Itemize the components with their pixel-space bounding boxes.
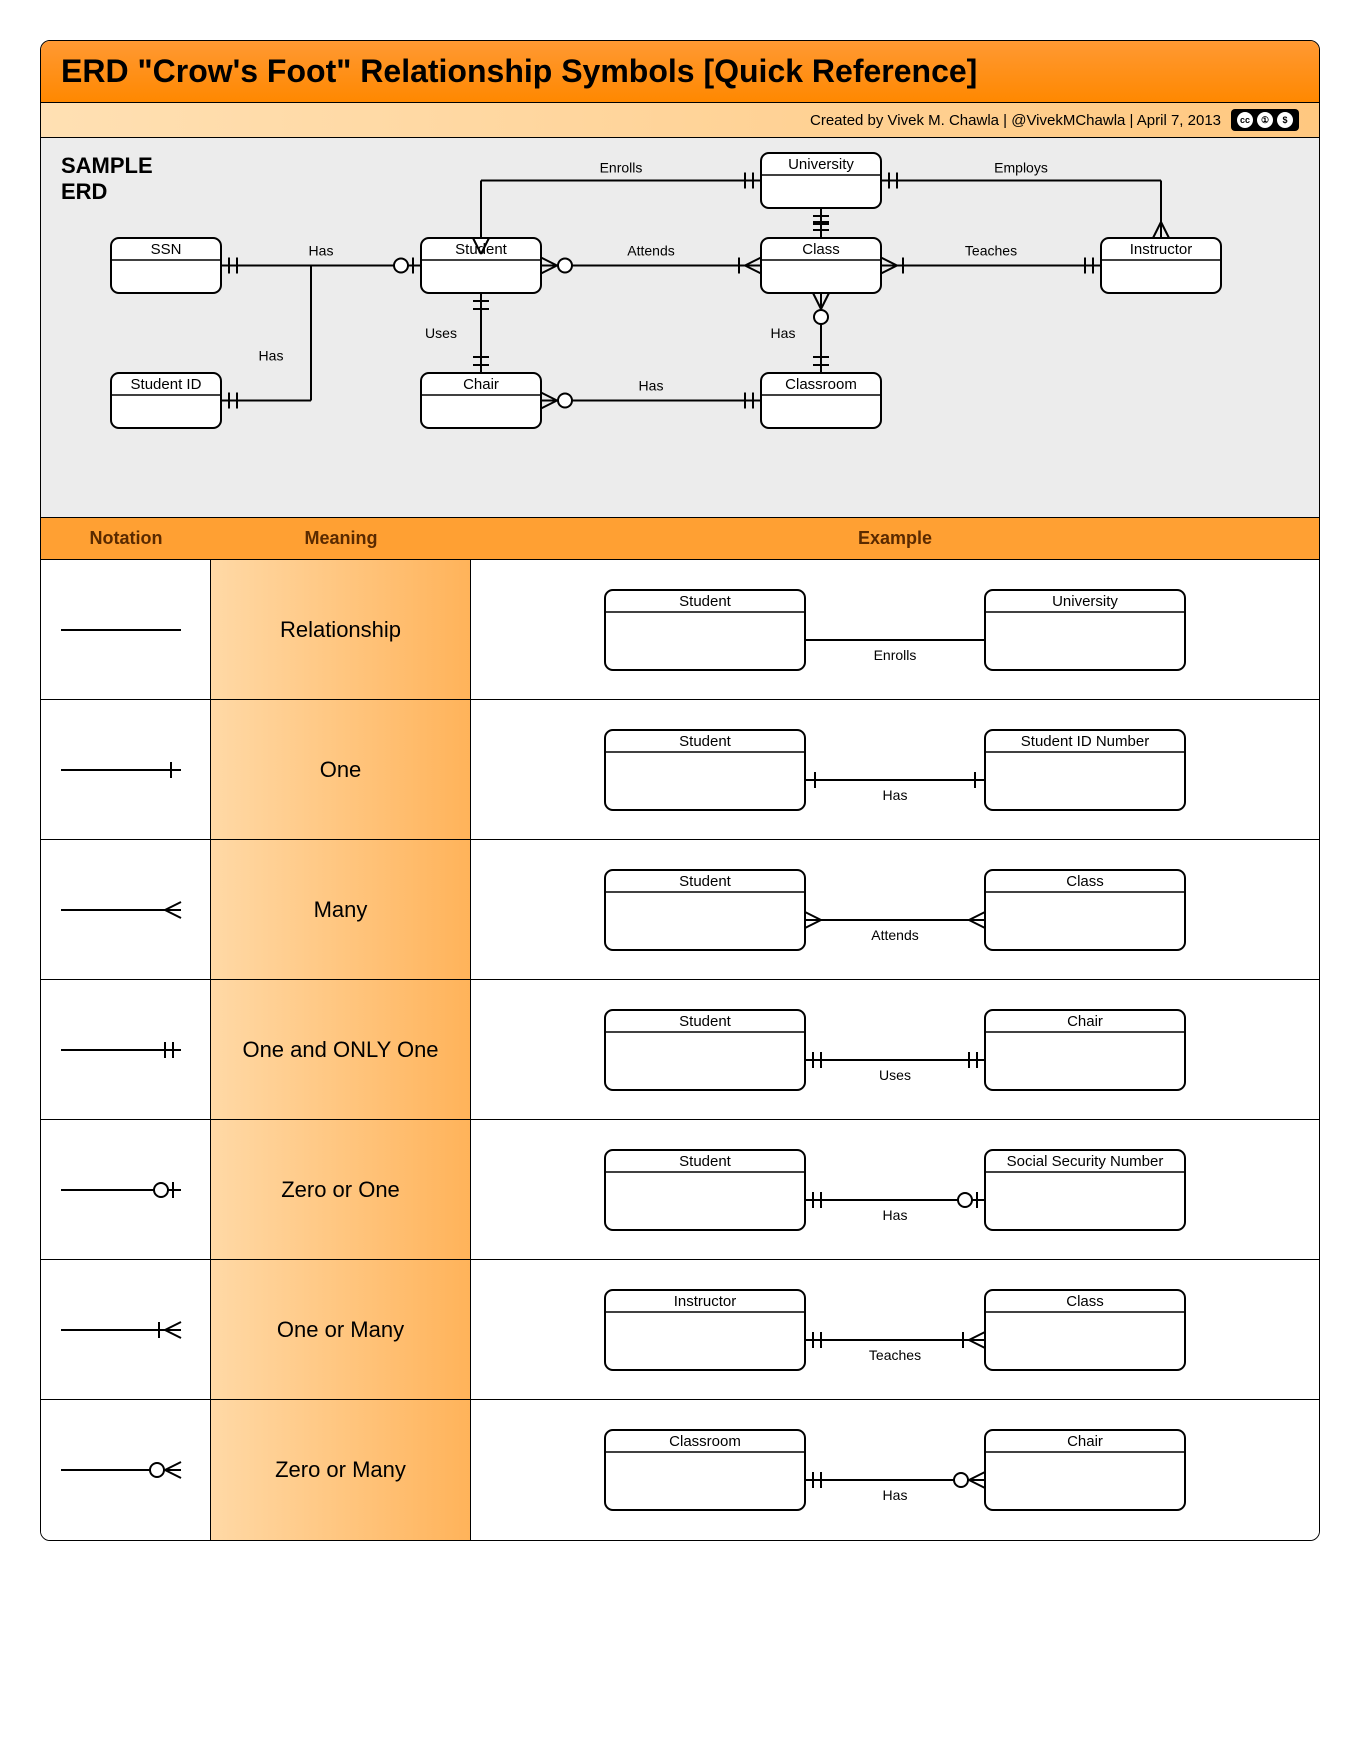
svg-text:Chair: Chair <box>1067 1433 1103 1450</box>
svg-text:Teaches: Teaches <box>965 243 1017 259</box>
svg-text:Student ID: Student ID <box>131 376 202 393</box>
svg-text:Attends: Attends <box>627 243 674 259</box>
svg-text:Classroom: Classroom <box>669 1433 741 1450</box>
table-row: One and ONLY One Student Chair Uses <box>41 980 1319 1120</box>
notation-cell <box>41 560 211 699</box>
svg-text:Student ID Number: Student ID Number <box>1021 733 1149 750</box>
svg-text:Student: Student <box>679 733 732 750</box>
page-title: ERD "Crow's Foot" Relationship Symbols [… <box>41 41 1319 103</box>
meaning-cell: Zero or One <box>211 1120 471 1259</box>
svg-text:Teaches: Teaches <box>869 1347 921 1363</box>
svg-text:Has: Has <box>883 1207 908 1223</box>
table-row: One or Many Instructor Class Teaches <box>41 1260 1319 1400</box>
table-row: Relationship Student University Enrolls <box>41 560 1319 700</box>
cc-license-icon: cc①$ <box>1231 109 1299 131</box>
notation-table: RelationshipStudentUniversityEnrollsOneS… <box>41 560 1319 1540</box>
header-notation: Notation <box>41 518 211 559</box>
sample-erd-panel: SAMPLEERD SSN Student ID Student Chair Unive… <box>41 138 1319 518</box>
svg-text:University: University <box>788 156 854 173</box>
svg-text:Uses: Uses <box>879 1067 911 1083</box>
example-cell: Student Student ID Number Has <box>471 700 1319 839</box>
sample-erd-label: SAMPLEERD <box>61 153 153 206</box>
credit-bar: Created by Vivek M. Chawla | @VivekMChaw… <box>41 103 1319 138</box>
header-example: Example <box>471 518 1319 559</box>
svg-text:Instructor: Instructor <box>674 1293 737 1310</box>
example-cell: Student University Enrolls <box>471 560 1319 699</box>
notation-cell <box>41 980 211 1119</box>
meaning-cell: One and ONLY One <box>211 980 471 1119</box>
meaning-cell: Many <box>211 840 471 979</box>
svg-text:Class: Class <box>802 241 840 258</box>
svg-text:Instructor: Instructor <box>1130 241 1193 258</box>
svg-text:Enrolls: Enrolls <box>874 647 917 663</box>
svg-text:Has: Has <box>771 325 796 341</box>
meaning-cell: One <box>211 700 471 839</box>
svg-text:SSN: SSN <box>151 241 182 258</box>
svg-text:Student: Student <box>679 593 732 610</box>
svg-text:Attends: Attends <box>871 927 918 943</box>
svg-text:Student: Student <box>679 1153 732 1170</box>
svg-text:Uses: Uses <box>425 325 457 341</box>
svg-text:Chair: Chair <box>1067 1013 1103 1030</box>
svg-text:Employs: Employs <box>994 160 1048 176</box>
meaning-cell: Relationship <box>211 560 471 699</box>
table-row: One Student Student ID Number Has <box>41 700 1319 840</box>
example-cell: Student Chair Uses <box>471 980 1319 1119</box>
svg-text:Student: Student <box>679 873 732 890</box>
svg-text:Student: Student <box>455 241 508 258</box>
table-header: Notation Meaning Example <box>41 518 1319 560</box>
sample-erd-svg: SSN Student ID Student Chair University Class… <box>41 138 1319 518</box>
svg-text:Enrolls: Enrolls <box>600 160 643 176</box>
svg-text:Social Security Number: Social Security Number <box>1007 1153 1164 1170</box>
svg-text:Student: Student <box>679 1013 732 1030</box>
svg-text:Chair: Chair <box>463 376 499 393</box>
table-row: Zero or One Student Social Security Number… <box>41 1120 1319 1260</box>
credit-text: Created by Vivek M. Chawla | @VivekMChaw… <box>810 112 1221 129</box>
svg-text:Has: Has <box>639 378 664 394</box>
svg-text:Classroom: Classroom <box>785 376 857 393</box>
svg-text:Has: Has <box>309 243 334 259</box>
svg-text:Has: Has <box>259 348 284 364</box>
svg-text:Has: Has <box>883 787 908 803</box>
notation-cell <box>41 840 211 979</box>
notation-cell <box>41 700 211 839</box>
meaning-cell: Zero or Many <box>211 1400 471 1540</box>
example-cell: Student Social Security Number Has <box>471 1120 1319 1259</box>
notation-cell <box>41 1120 211 1259</box>
svg-text:Class: Class <box>1066 1293 1104 1310</box>
svg-text:University: University <box>1052 593 1118 610</box>
example-cell: Instructor Class Teaches <box>471 1260 1319 1399</box>
example-cell: Classroom Chair Has <box>471 1400 1319 1540</box>
page: ERD "Crow's Foot" Relationship Symbols [… <box>40 40 1320 1541</box>
table-row: Many Student Class Attends <box>41 840 1319 980</box>
notation-cell <box>41 1260 211 1399</box>
notation-cell <box>41 1400 211 1540</box>
meaning-cell: One or Many <box>211 1260 471 1399</box>
svg-text:Has: Has <box>883 1487 908 1503</box>
example-cell: Student Class Attends <box>471 840 1319 979</box>
header-meaning: Meaning <box>211 518 471 559</box>
svg-text:Class: Class <box>1066 873 1104 890</box>
table-row: Zero or Many Classroom Chair Has <box>41 1400 1319 1540</box>
